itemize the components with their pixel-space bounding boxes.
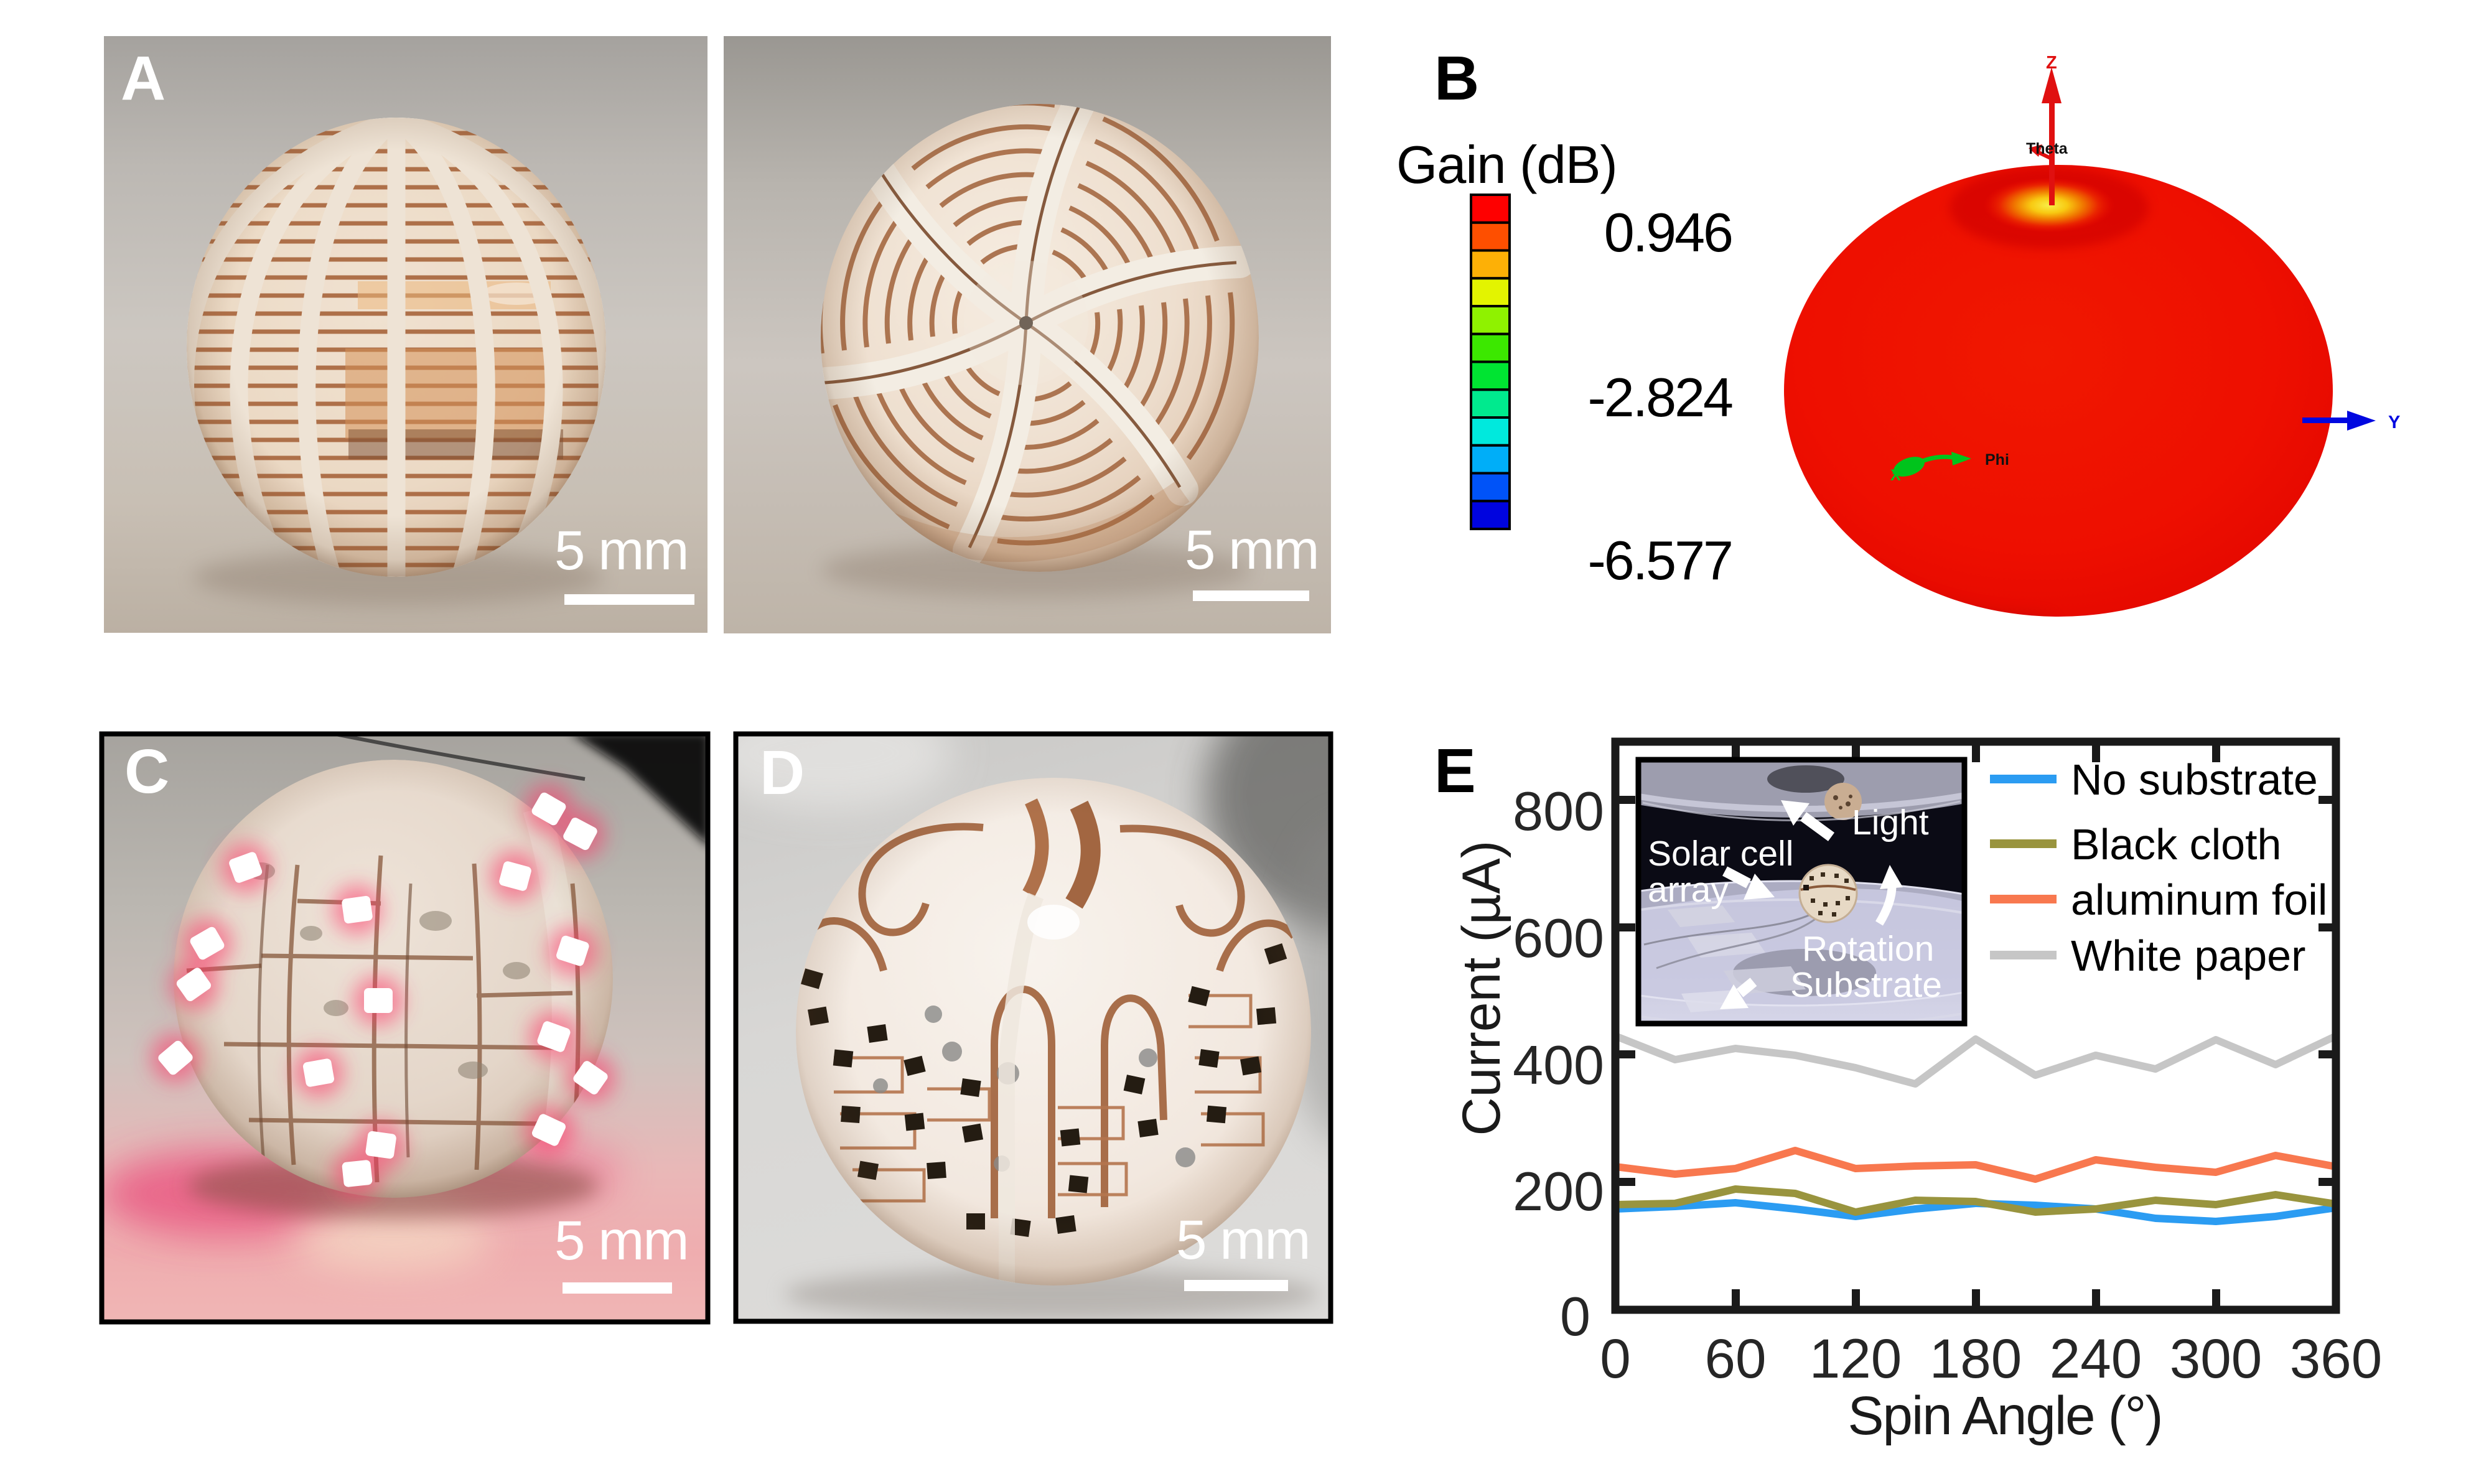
svg-text:Theta: Theta bbox=[2026, 140, 2068, 157]
svg-text:E: E bbox=[1434, 736, 1476, 806]
svg-text:Spin Angle (°): Spin Angle (°) bbox=[1848, 1386, 2162, 1446]
svg-text:White paper: White paper bbox=[2071, 931, 2305, 980]
svg-text:5 mm: 5 mm bbox=[554, 1209, 688, 1271]
svg-text:Black cloth: Black cloth bbox=[2071, 820, 2281, 869]
svg-text:240: 240 bbox=[2050, 1327, 2142, 1389]
svg-text:0.946: 0.946 bbox=[1604, 202, 1732, 263]
svg-text:X: X bbox=[1890, 467, 1901, 484]
svg-text:5 mm: 5 mm bbox=[1176, 1208, 1310, 1271]
svg-text:300: 300 bbox=[2170, 1327, 2263, 1389]
svg-text:Rotation: Rotation bbox=[1802, 929, 1934, 969]
svg-text:Current (µA): Current (µA) bbox=[1452, 841, 1511, 1136]
svg-text:600: 600 bbox=[1513, 907, 1604, 969]
svg-text:aluminum foil: aluminum foil bbox=[2071, 875, 2327, 924]
svg-text:array: array bbox=[1648, 870, 1729, 910]
svg-text:800: 800 bbox=[1513, 780, 1604, 842]
svg-text:-6.577: -6.577 bbox=[1587, 530, 1732, 591]
svg-text:Light: Light bbox=[1852, 803, 1929, 842]
svg-text:Solar cell: Solar cell bbox=[1648, 834, 1793, 874]
svg-text:360: 360 bbox=[2290, 1327, 2383, 1389]
svg-text:C: C bbox=[124, 737, 169, 806]
svg-text:A: A bbox=[121, 44, 166, 113]
svg-text:Phi: Phi bbox=[1985, 451, 2009, 469]
svg-text:60: 60 bbox=[1705, 1327, 1767, 1389]
svg-text:Substrate: Substrate bbox=[1790, 965, 1942, 1005]
svg-text:5 mm: 5 mm bbox=[554, 519, 688, 581]
svg-text:0: 0 bbox=[1560, 1286, 1590, 1347]
svg-text:Gain (dB): Gain (dB) bbox=[1396, 136, 1617, 195]
svg-text:Z: Z bbox=[2046, 53, 2057, 73]
svg-text:400: 400 bbox=[1513, 1034, 1604, 1096]
svg-text:120: 120 bbox=[1810, 1327, 1902, 1389]
svg-text:-2.824: -2.824 bbox=[1587, 366, 1732, 428]
svg-text:200: 200 bbox=[1513, 1160, 1604, 1222]
svg-text:180: 180 bbox=[1930, 1327, 2022, 1389]
svg-text:Y: Y bbox=[2388, 413, 2400, 432]
svg-text:D: D bbox=[760, 738, 805, 808]
svg-text:0: 0 bbox=[1600, 1327, 1631, 1389]
svg-text:No substrate: No substrate bbox=[2071, 755, 2318, 804]
svg-text:B: B bbox=[1434, 44, 1479, 113]
svg-text:5 mm: 5 mm bbox=[1185, 518, 1319, 581]
